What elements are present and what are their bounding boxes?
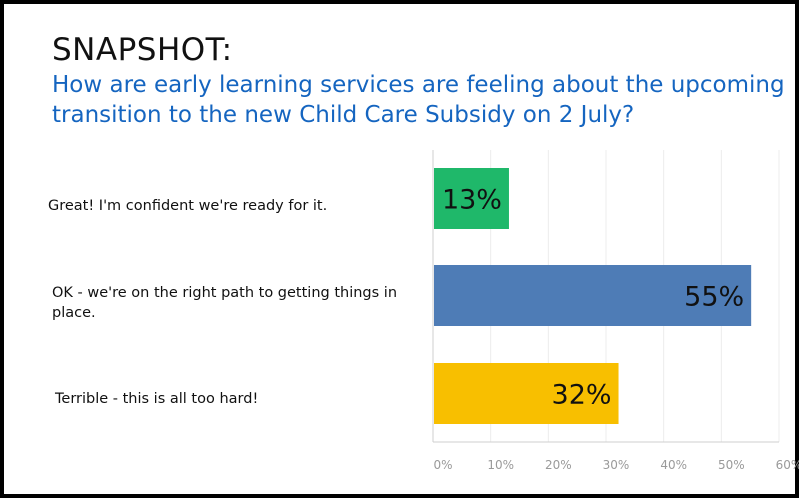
page-title: SNAPSHOT: [52, 32, 233, 68]
category-label: Great! I'm confident we're ready for it. [48, 198, 328, 214]
survey-question: How are early learning services are feel… [52, 72, 785, 128]
bar-value-label: 32% [552, 380, 612, 411]
bar-2 [434, 265, 752, 326]
category-label: OK - we're on the right path to getting … [52, 285, 398, 321]
bar-3 [434, 363, 619, 424]
category-label: Terrible - this is all too hard! [55, 391, 259, 407]
x-tick-label: 40% [660, 458, 687, 472]
x-tick-label: 0% [433, 458, 452, 472]
x-tick-label: 20% [545, 458, 572, 472]
x-tick-label: 60% [776, 458, 799, 472]
bar-value-label: 55% [684, 282, 744, 313]
bar-value-label: 13% [442, 185, 502, 216]
x-tick-label: 30% [603, 458, 630, 472]
x-tick-label: 50% [718, 458, 745, 472]
bar-1 [434, 168, 509, 229]
x-tick-label: 10% [487, 458, 514, 472]
